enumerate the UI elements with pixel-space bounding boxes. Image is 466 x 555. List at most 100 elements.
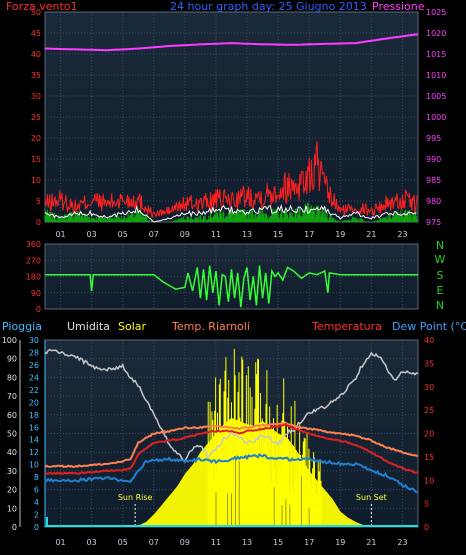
humidity-axis-tick: 20 <box>7 486 17 495</box>
wind-x-tick: 03 <box>87 230 97 239</box>
humidity-axis-tick: 40 <box>7 448 17 457</box>
pressure-label: Pressione <box>372 0 425 13</box>
dewpoint-series <box>44 452 419 494</box>
pressure-axis-tick: 975 <box>426 218 441 227</box>
temperature-series <box>44 422 419 475</box>
wind-x-tick: 17 <box>304 230 314 239</box>
direction-axis-tick: 360 <box>26 240 41 249</box>
direction-letter: S <box>437 269 444 282</box>
wind-x-tick: 01 <box>55 230 65 239</box>
temp-axis-tick: 5 <box>424 500 429 509</box>
temp-riarnoli-label: Temp. Riarnoli <box>172 320 250 333</box>
solar-axis-tick: 18 <box>29 411 39 420</box>
humidity-axis-tick: 50 <box>7 430 17 439</box>
humidity-label: Umidita <box>67 320 110 333</box>
temp-riarnoli-series <box>44 421 419 468</box>
temp-axis-tick: 15 <box>424 453 434 462</box>
temp-axis-tick: 10 <box>424 476 434 485</box>
rain-x-tick: 13 <box>242 538 252 547</box>
rain-x-tick: 15 <box>273 538 283 547</box>
pressure-axis-tick: 1000 <box>426 113 446 122</box>
solar-axis-tick: 30 <box>29 336 39 345</box>
solar-axis-tick: 24 <box>29 373 39 382</box>
humidity-axis-tick: 90 <box>7 355 17 364</box>
temp-axis-tick: 25 <box>424 406 434 415</box>
sunrise-label: Sun Rise <box>118 493 153 502</box>
wind-x-tick: 19 <box>335 230 345 239</box>
wind-axis-tick: 20 <box>31 134 41 143</box>
pressure-series <box>44 33 419 52</box>
pressure-axis-tick: 1025 <box>426 8 446 17</box>
solar-axis-tick: 22 <box>29 386 39 395</box>
solar-axis-tick: 28 <box>29 348 39 357</box>
rain-x-tick: 01 <box>55 538 65 547</box>
wind-axis-tick: 25 <box>31 113 41 122</box>
wind-x-tick: 05 <box>118 230 128 239</box>
solar-axis-tick: 0 <box>34 523 39 532</box>
chart-title: 24 hour graph day: 25 Giugno 2013 <box>170 0 367 13</box>
solar-dip-series <box>215 455 310 527</box>
pressure-axis-tick: 985 <box>426 176 441 185</box>
direction-panel-border <box>44 243 419 310</box>
direction-axis-tick: 90 <box>31 289 41 298</box>
temp-axis-tick: 35 <box>424 359 434 368</box>
pressure-axis-tick: 1010 <box>426 71 446 80</box>
wind-x-tick: 23 <box>397 230 407 239</box>
humidity-series <box>44 348 419 463</box>
direction-letter: W <box>435 253 446 266</box>
solar-axis-tick: 2 <box>34 511 39 520</box>
temp-axis-tick: 30 <box>424 383 434 392</box>
wind-axis-tick: 0 <box>36 218 41 227</box>
wind-force-label: Forza vento1 <box>6 0 78 13</box>
rain-x-tick: 03 <box>87 538 97 547</box>
wind-avg-series <box>44 203 417 223</box>
solar-axis-tick: 14 <box>29 436 39 445</box>
temp-axis-tick: 20 <box>424 430 434 439</box>
rain-x-tick: 05 <box>118 538 128 547</box>
humidity-axis-tick: 10 <box>7 504 17 513</box>
pressure-axis-tick: 990 <box>426 155 441 164</box>
direction-letter: E <box>437 284 444 297</box>
humidity-axis-tick: 70 <box>7 392 17 401</box>
rain-x-tick: 11 <box>211 538 221 547</box>
rain-x-tick: 07 <box>149 538 159 547</box>
rain-x-tick: 21 <box>366 538 376 547</box>
solar-axis-tick: 26 <box>29 361 39 370</box>
wind-axis-tick: 45 <box>31 29 41 38</box>
solar-axis-tick: 8 <box>34 473 39 482</box>
wind-speed-series <box>44 202 418 222</box>
wind-axis-tick: 5 <box>36 197 41 206</box>
rain-x-tick: 23 <box>397 538 407 547</box>
temp-axis-tick: 0 <box>424 523 429 532</box>
solar-axis-tick: 6 <box>34 486 39 495</box>
wind-axis-tick: 15 <box>31 155 41 164</box>
sunset-label: Sun Set <box>356 493 387 502</box>
solar-spike-series <box>207 348 322 527</box>
rain-bar-marker <box>46 517 53 527</box>
temp-axis-tick: 40 <box>424 336 434 345</box>
pressure-axis-tick: 995 <box>426 134 441 143</box>
wind-x-tick: 13 <box>242 230 252 239</box>
wind-axis-tick: 30 <box>31 92 41 101</box>
pressure-axis-tick: 1005 <box>426 92 446 101</box>
temperature-label: Temperatura <box>312 320 382 333</box>
wind-x-tick: 11 <box>211 230 221 239</box>
humidity-axis-tick: 0 <box>12 523 17 532</box>
rain-label: Pioggia <box>2 320 42 333</box>
rain-x-tick: 17 <box>304 538 314 547</box>
wind-gust-series <box>44 140 418 219</box>
direction-axis-tick: 270 <box>26 256 41 265</box>
wind-axis-tick: 50 <box>31 8 41 17</box>
rain-x-tick: 19 <box>335 538 345 547</box>
humidity-axis-tick: 100 <box>2 336 17 345</box>
wind-axis-tick: 35 <box>31 71 41 80</box>
humidity-axis-tick: 30 <box>7 467 17 476</box>
rain-x-tick: 09 <box>180 538 190 547</box>
wind-x-tick: 07 <box>149 230 159 239</box>
solar-axis-tick: 16 <box>29 423 39 432</box>
wind-axis-tick: 10 <box>31 176 41 185</box>
pressure-axis-tick: 980 <box>426 197 441 206</box>
direction-letter: N <box>436 239 444 252</box>
dewpoint-label: Dew Point (°C) <box>392 320 466 333</box>
